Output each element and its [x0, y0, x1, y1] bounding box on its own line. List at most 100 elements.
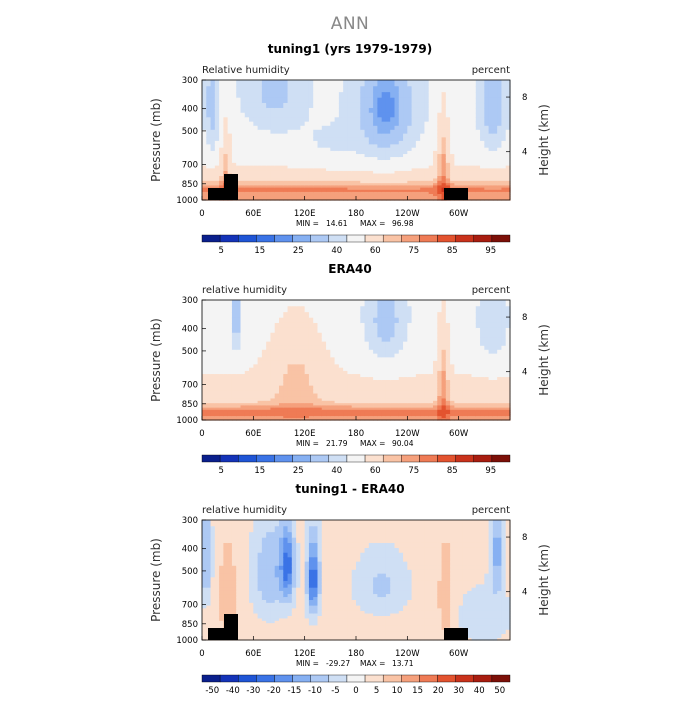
heatmap-cell: [313, 86, 318, 92]
heatmap-cell: [369, 122, 374, 127]
heatmap-cell: [416, 306, 421, 312]
heatmap-cell: [412, 137, 417, 141]
heatmap-cell: [352, 318, 357, 324]
heatmap-cell: [429, 137, 434, 141]
heatmap-cell: [326, 86, 331, 92]
heatmap-cell: [326, 333, 331, 338]
heatmap-cell: [219, 350, 224, 354]
heatmap-cell: [463, 86, 468, 92]
heatmap-cell: [386, 108, 391, 113]
heatmap-cell: [395, 318, 400, 324]
heatmap-cell: [258, 357, 263, 361]
heatmap-cell: [330, 337, 335, 342]
heatmap-cell: [459, 318, 464, 324]
heatmap-cell: [497, 108, 502, 113]
heatmap-cell: [253, 137, 258, 141]
min-value: 14.61: [326, 219, 348, 228]
colorbar-swatch: [347, 235, 365, 242]
heatmap-cell: [270, 346, 275, 351]
heatmap-cell: [296, 333, 301, 338]
heatmap-cell: [433, 130, 438, 134]
heatmap-cell: [275, 134, 280, 138]
heatmap-cell: [493, 113, 498, 118]
heatmap-cell: [241, 137, 246, 141]
heatmap-cell: [211, 108, 216, 113]
heatmap-cell: [318, 346, 323, 351]
heatmap-cell: [416, 92, 421, 98]
heatmap-cell: [399, 92, 404, 98]
heatmap-cell: [253, 328, 258, 333]
heatmap-cell: [459, 80, 464, 87]
heatmap-cell: [279, 122, 284, 127]
heatmap-cell: [437, 117, 442, 122]
heatmap-cell: [450, 86, 455, 92]
heatmap-cell: [429, 134, 434, 138]
heatmap-cell: [275, 92, 280, 98]
heatmap-cell: [472, 103, 477, 109]
heatmap-cell: [215, 333, 220, 338]
heatmap-cell: [211, 126, 216, 131]
heatmap-cell: [211, 350, 216, 354]
heatmap-cell: [270, 306, 275, 312]
heatmap-cell: [296, 306, 301, 312]
heatmap-cell: [420, 333, 425, 338]
heatmap-cell: [339, 113, 344, 118]
heatmap-cell: [275, 312, 280, 318]
heatmap-cell: [249, 342, 254, 347]
heatmap-cell: [365, 306, 370, 312]
heatmap-cell: [211, 300, 216, 307]
heatmap-cell: [343, 122, 348, 127]
heatmap-cell: [424, 323, 429, 329]
heatmap-cell: [373, 137, 378, 141]
heatmap-cell: [253, 312, 258, 318]
heatmap-cell: [228, 130, 233, 134]
heatmap-cell: [454, 113, 459, 118]
heatmap-cell: [223, 312, 228, 318]
heatmap-cell: [450, 134, 455, 138]
heatmap-cell: [339, 354, 344, 358]
heatmap-cell: [484, 117, 489, 122]
heatmap-cell: [416, 80, 421, 87]
heatmap-cell: [275, 342, 280, 347]
heatmap-cell: [343, 323, 348, 329]
heatmap-cell: [288, 134, 293, 138]
heatmap-cell: [211, 113, 216, 118]
heatmap-cell: [501, 122, 506, 127]
heatmap-cell: [335, 103, 340, 109]
heatmap-cell: [399, 350, 404, 354]
heatmap-cell: [454, 98, 459, 104]
heatmap-cell: [288, 306, 293, 312]
heatmap-cell: [412, 337, 417, 342]
heatmap-cell: [228, 86, 233, 92]
heatmap-cell: [245, 312, 250, 318]
heatmap-cell: [202, 103, 207, 109]
heatmap-cell: [215, 300, 220, 307]
heatmap-cell: [459, 134, 464, 138]
heatmap-cell: [472, 122, 477, 127]
heatmap-cell: [365, 108, 370, 113]
heatmap-cell: [476, 354, 481, 358]
heatmap-cell: [399, 346, 404, 351]
heatmap-cell: [211, 137, 216, 141]
heatmap-cell: [403, 122, 408, 127]
heatmap-cell: [360, 337, 365, 342]
heatmap-cell: [236, 354, 241, 358]
heatmap-cell: [292, 92, 297, 98]
heatmap-cell: [390, 108, 395, 113]
heatmap-cell: [472, 108, 477, 113]
heatmap-cell: [322, 126, 327, 131]
heatmap-cell: [347, 306, 352, 312]
heatmap-cell: [339, 328, 344, 333]
heatmap-cell: [283, 333, 288, 338]
heatmap-cell: [484, 86, 489, 92]
heatmap-cell: [446, 103, 451, 109]
heatmap-cell: [446, 350, 451, 354]
heatmap-cell: [356, 337, 361, 342]
heatmap-cell: [360, 80, 365, 87]
heatmap-cell: [377, 137, 382, 141]
heatmap-cell: [360, 333, 365, 338]
heatmap-cell: [352, 126, 357, 131]
heatmap-cell: [476, 137, 481, 141]
